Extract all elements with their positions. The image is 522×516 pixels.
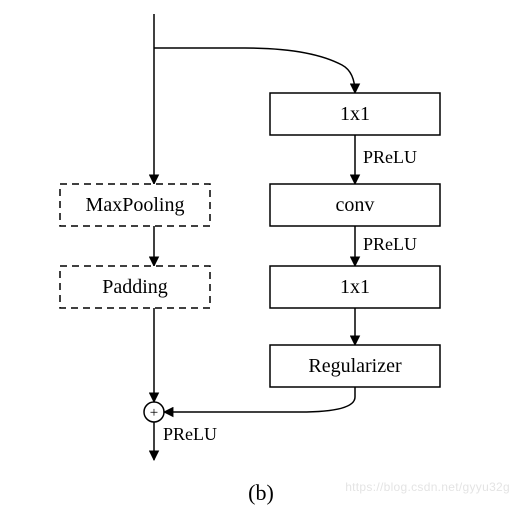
watermark: https://blog.csdn.net/gyyu32g <box>345 480 510 494</box>
edge-label-out: PReLU <box>163 424 217 444</box>
caption: (b) <box>248 480 274 505</box>
edge-label-prelu-1: PReLU <box>363 147 417 167</box>
edge-regularizer-to-add <box>164 387 355 412</box>
edge-label-prelu-2: PReLU <box>363 234 417 254</box>
label-conv: conv <box>336 194 375 216</box>
edge-branch <box>154 48 355 93</box>
label-padding: Padding <box>102 276 168 298</box>
add-label: + <box>150 405 158 421</box>
label-1x1-b: 1x1 <box>340 276 370 298</box>
bottleneck-diagram: MaxPooling Padding + PReLU 1x1 PReLU con… <box>0 0 522 516</box>
label-maxpooling: MaxPooling <box>86 194 185 216</box>
label-1x1-a: 1x1 <box>340 103 370 125</box>
label-regularizer: Regularizer <box>308 355 402 377</box>
